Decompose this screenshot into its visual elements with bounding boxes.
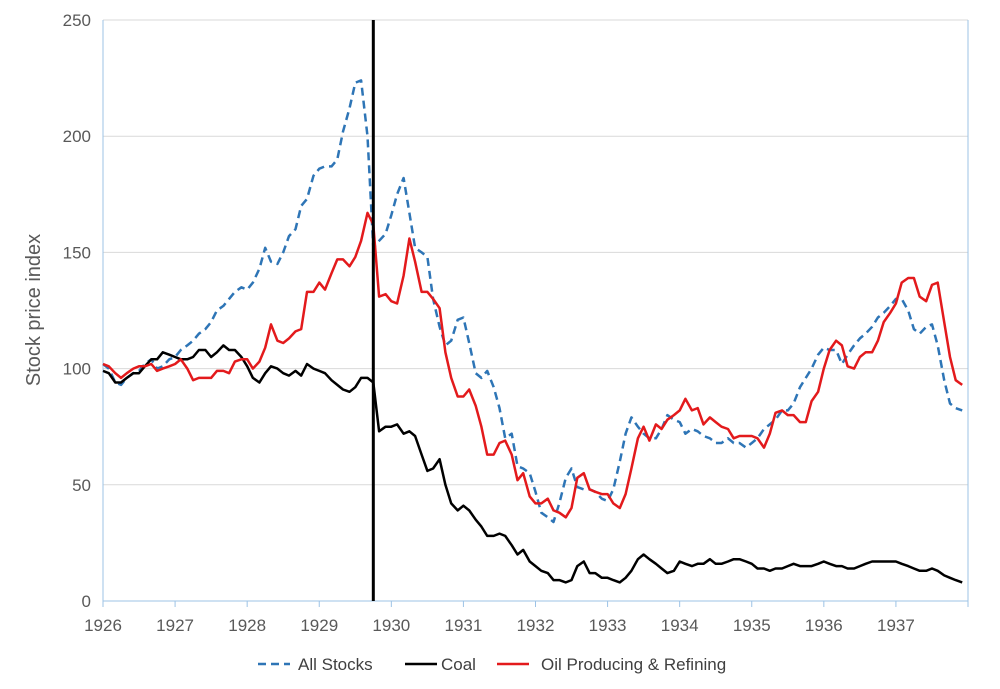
x-tick-label: 1937: [877, 616, 915, 635]
x-tick-label: 1928: [228, 616, 266, 635]
x-tick-label: 1930: [372, 616, 410, 635]
y-tick-label: 50: [72, 476, 91, 495]
series-line-all-stocks: [102, 79, 963, 524]
y-tick-label: 250: [63, 11, 91, 30]
x-tick-label: 1936: [805, 616, 843, 635]
y-tick-label: 150: [63, 243, 91, 262]
x-tick-label: 1934: [661, 616, 699, 635]
axes: [102, 20, 969, 607]
series-line-coal: [102, 344, 963, 584]
legend-label: Oil Producing & Refining: [541, 655, 726, 674]
legend-label: All Stocks: [298, 655, 373, 674]
legend-label: Coal: [441, 655, 476, 674]
x-tick-label: 1932: [517, 616, 555, 635]
y-tick-labels: 0 50 100 150 200 250: [63, 11, 91, 611]
x-tick-label: 1933: [589, 616, 627, 635]
legend: All Stocks Coal Oil Producing & Refining: [258, 655, 726, 674]
series-group: [102, 79, 963, 584]
y-tick-label: 200: [63, 127, 91, 146]
x-tick-label: 1931: [445, 616, 483, 635]
x-tick-label: 1926: [84, 616, 122, 635]
x-tick-label: 1935: [733, 616, 771, 635]
x-tick-label: 1929: [300, 616, 338, 635]
y-tick-label: 100: [63, 360, 91, 379]
x-tick-label: 1927: [156, 616, 194, 635]
y-tick-label: 0: [82, 592, 91, 611]
y-axis-label: Stock price index: [23, 234, 45, 386]
x-tick-labels: 1926 1927 1928 1929 1930 1931 1932 1933 1934 1935…: [84, 616, 915, 635]
series-line-oil-producing-refining: [102, 211, 963, 519]
